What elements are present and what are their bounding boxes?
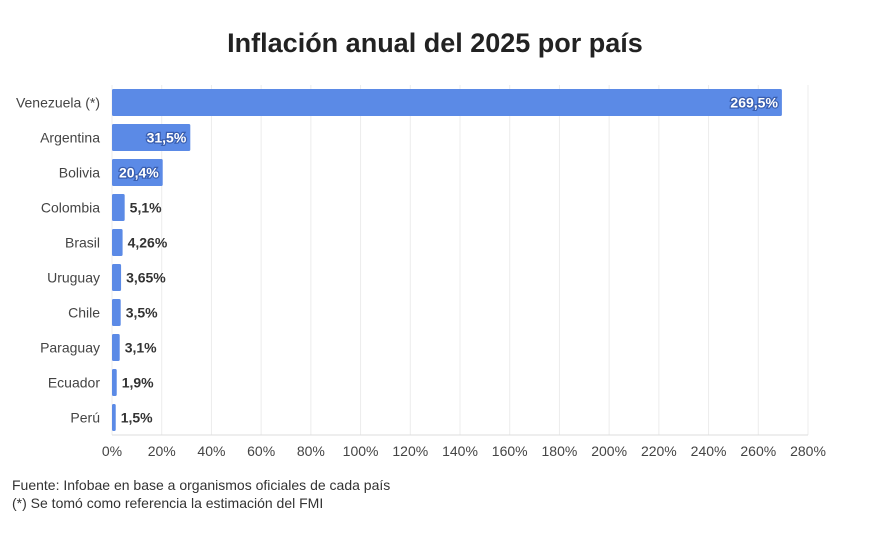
bar [112, 404, 116, 431]
x-tick-label: 240% [691, 443, 727, 459]
bars [112, 89, 782, 431]
chart-footer: Fuente: Infobae en base a organismos ofi… [12, 476, 390, 512]
data-label: 1,9% [122, 375, 154, 391]
data-label: 3,65% [126, 270, 166, 286]
data-label: 31,5% [147, 130, 187, 146]
bar [112, 89, 782, 116]
x-tick-label: 60% [247, 443, 275, 459]
x-tick-label: 40% [197, 443, 225, 459]
category-label: Venezuela (*) [16, 95, 100, 111]
source-note: Fuente: Infobae en base a organismos ofi… [12, 477, 391, 493]
x-tick-label: 200% [591, 443, 627, 459]
x-tick-label: 20% [148, 443, 176, 459]
data-label: 4,26% [128, 235, 168, 251]
x-tick-label: 80% [297, 443, 325, 459]
category-label: Colombia [41, 200, 100, 216]
x-tick-label: 140% [442, 443, 478, 459]
bar [112, 334, 120, 361]
bar [112, 124, 191, 151]
category-label: Brasil [65, 235, 100, 251]
x-tick-label: 100% [343, 443, 379, 459]
category-label: Chile [68, 305, 100, 321]
x-tick-label: 120% [392, 443, 428, 459]
bar [112, 229, 123, 256]
category-label: Ecuador [48, 375, 100, 391]
bar [112, 264, 122, 291]
category-label: Perú [70, 410, 100, 426]
category-label: Uruguay [47, 270, 100, 286]
data-label: 3,1% [125, 340, 157, 356]
x-tick-label: 180% [542, 443, 578, 459]
data-label: 269,5% [730, 95, 778, 111]
labels: 0% 20% 40% 60% 80% 100% 120% 140% 160% 180% 200% 22… [16, 93, 826, 459]
x-tick-label: 160% [492, 443, 528, 459]
data-label: 5,1% [130, 200, 162, 216]
chart-title: Inflación anual del 2025 por país [227, 28, 643, 58]
data-label: 3,5% [126, 305, 158, 321]
category-label: Bolivia [59, 165, 100, 181]
bar [112, 299, 121, 326]
x-tick-label: 260% [740, 443, 776, 459]
category-label: Argentina [40, 130, 100, 146]
bar [112, 369, 117, 396]
category-label: Paraguay [40, 340, 100, 356]
data-label: 1,5% [121, 410, 153, 426]
bar [112, 194, 125, 221]
grid-lines [111, 85, 809, 436]
estimate-note: (*) Se tomó como referencia la estimació… [12, 495, 324, 511]
x-tick-label: 220% [641, 443, 677, 459]
data-label: 20,4% [119, 165, 159, 181]
x-tick-label: 0% [102, 443, 122, 459]
x-tick-label: 280% [790, 443, 826, 459]
bar [112, 159, 163, 186]
